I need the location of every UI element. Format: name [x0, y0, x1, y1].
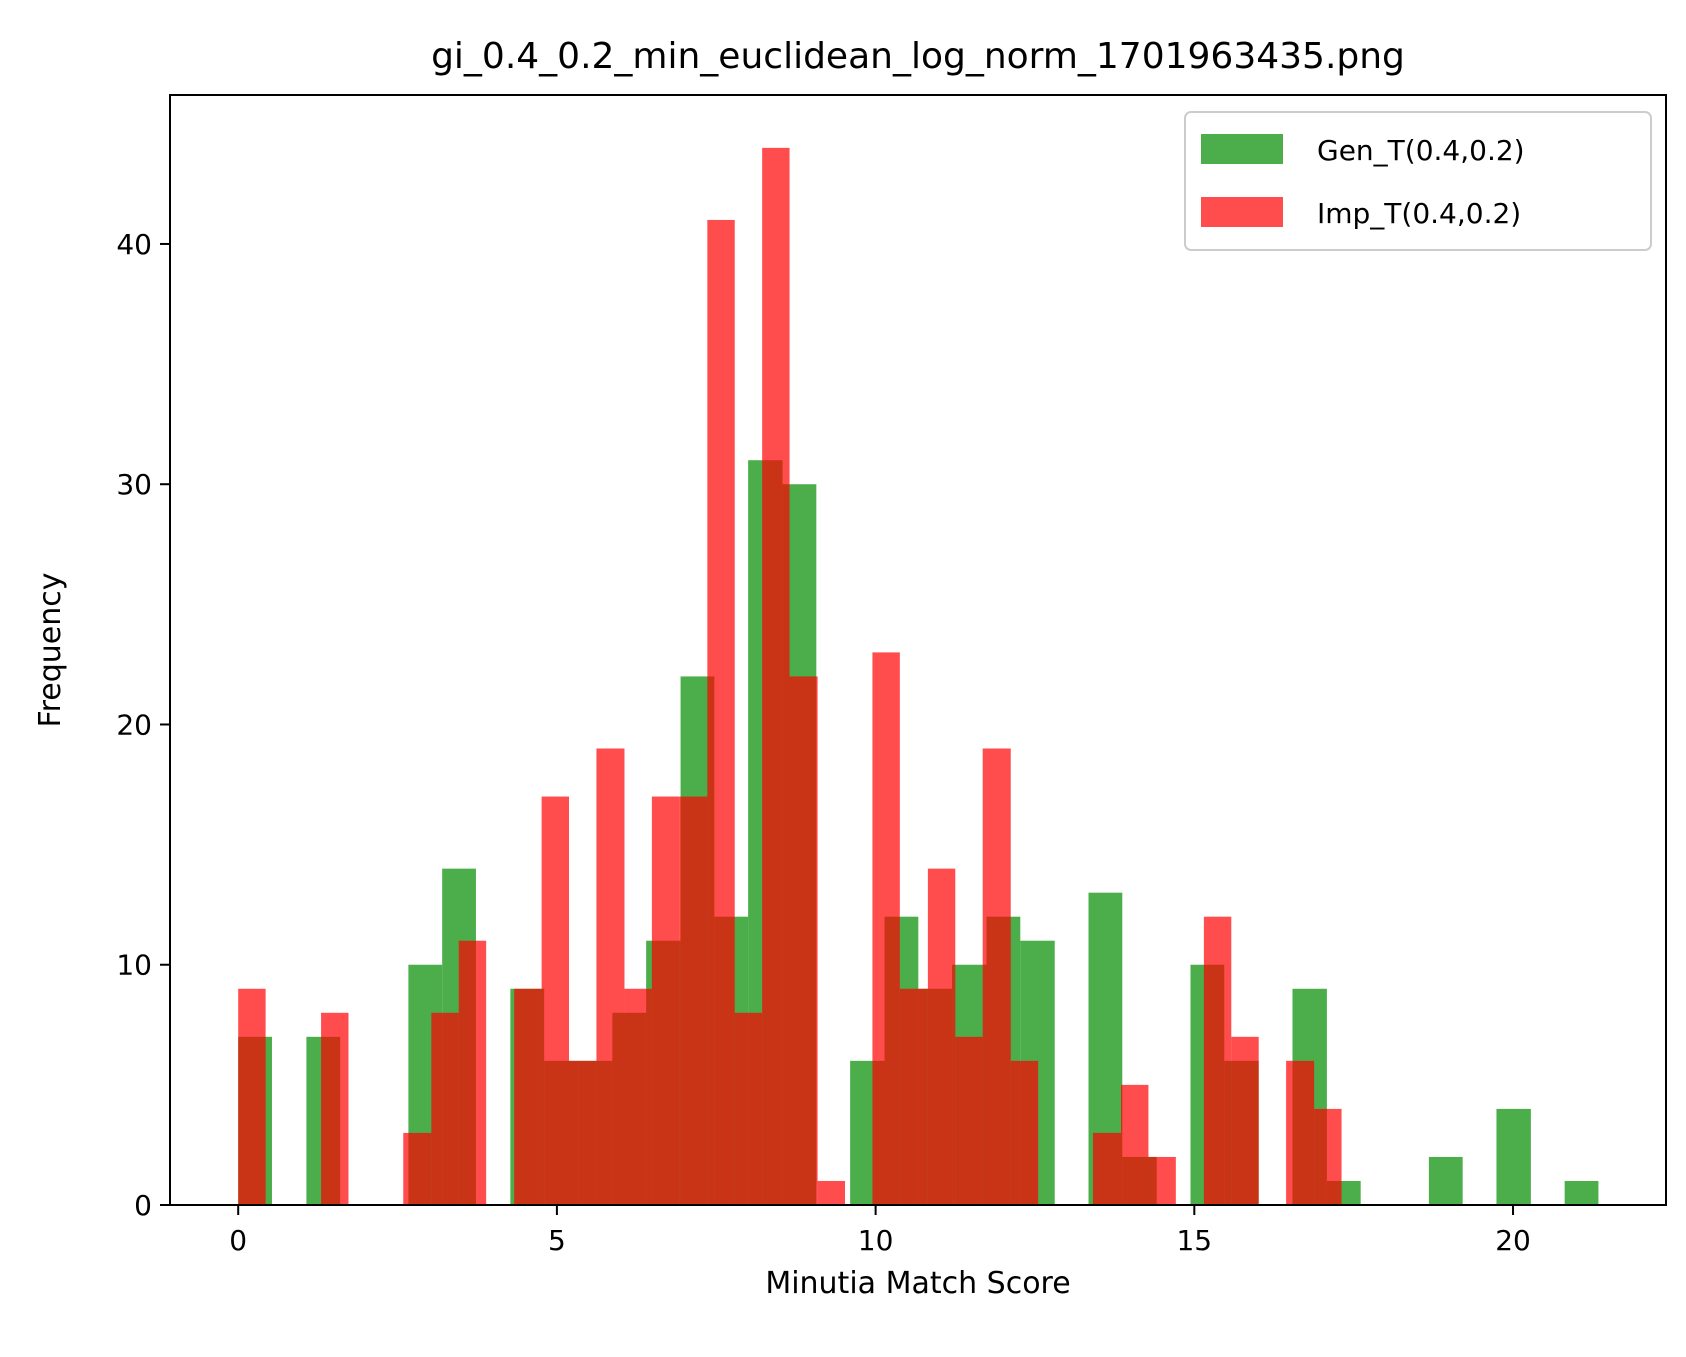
imp-bar-6: [541, 796, 570, 1205]
imp-bar-28: [1286, 1060, 1315, 1205]
imp-bar-9: [624, 988, 652, 1205]
imp-bar-23: [1092, 1132, 1122, 1205]
legend-label-1: Imp_T(0.4,0.2): [1317, 197, 1521, 230]
gen-bar-27: [1564, 1180, 1599, 1205]
imp-bar-15: [789, 676, 818, 1205]
imp-bar-0: [238, 988, 266, 1205]
imp-bar-5: [514, 988, 542, 1205]
y-axis-ticks: 0 10 20 30 40: [116, 228, 170, 1222]
imp-bar-19: [927, 868, 956, 1205]
x-tick-label: 0: [229, 1224, 247, 1257]
imp-bar-27: [1231, 1036, 1259, 1205]
x-tick-label: 5: [548, 1224, 566, 1257]
bars-layer: [238, 147, 1599, 1205]
imp-bar-3: [431, 1012, 459, 1205]
chart-title: gi_0.4_0.2_min_euclidean_log_norm_170196…: [431, 36, 1405, 77]
legend-label-0: Gen_T(0.4,0.2): [1317, 134, 1525, 167]
legend-swatch-1: [1201, 197, 1283, 227]
imp-bar-25: [1148, 1156, 1176, 1205]
imp-bar-12: [707, 219, 735, 1205]
gen-bar-25: [1428, 1156, 1463, 1205]
imp-bar-11: [679, 796, 708, 1205]
imp-bar-8: [596, 748, 625, 1205]
x-tick-label: 10: [858, 1224, 894, 1257]
x-axis-ticks: 0 5 10 15 20: [229, 1205, 1531, 1257]
imp-bar-29: [1314, 1108, 1342, 1205]
legend: Gen_T(0.4,0.2) Imp_T(0.4,0.2): [1184, 111, 1652, 251]
imp-bar-21: [982, 748, 1011, 1205]
imp-bar-14: [762, 147, 790, 1205]
x-tick-label: 15: [1176, 1224, 1212, 1257]
imp-bar-16: [817, 1180, 846, 1205]
y-tick-label: 40: [116, 228, 152, 261]
imp-bar-24: [1121, 1084, 1149, 1205]
imp-bar-7: [569, 1060, 597, 1205]
imp-bar-26: [1203, 916, 1232, 1205]
imp-bar-4: [458, 940, 487, 1205]
y-axis-label: Frequency: [33, 573, 68, 728]
imp-bar-13: [734, 1012, 763, 1205]
y-tick-label: 30: [116, 468, 152, 501]
imp-bar-17: [872, 652, 900, 1205]
plot-frame: [169, 94, 1667, 1206]
imp-bar-10: [651, 796, 680, 1205]
imp-bar-1: [321, 1012, 349, 1205]
x-axis-label: Minutia Match Score: [765, 1266, 1070, 1301]
imp-bar-20: [955, 1036, 983, 1205]
y-tick-label: 20: [116, 708, 152, 741]
y-tick-label: 10: [116, 949, 152, 982]
imp-bar-18: [899, 988, 928, 1205]
y-tick-label: 0: [134, 1189, 152, 1222]
imp-bar-2: [403, 1132, 432, 1205]
imp-bar-22: [1010, 1060, 1039, 1205]
x-tick-label: 20: [1495, 1224, 1531, 1257]
legend-swatch-0: [1201, 134, 1283, 164]
legend-box: [1184, 111, 1652, 251]
gen-bar-26: [1496, 1108, 1531, 1205]
